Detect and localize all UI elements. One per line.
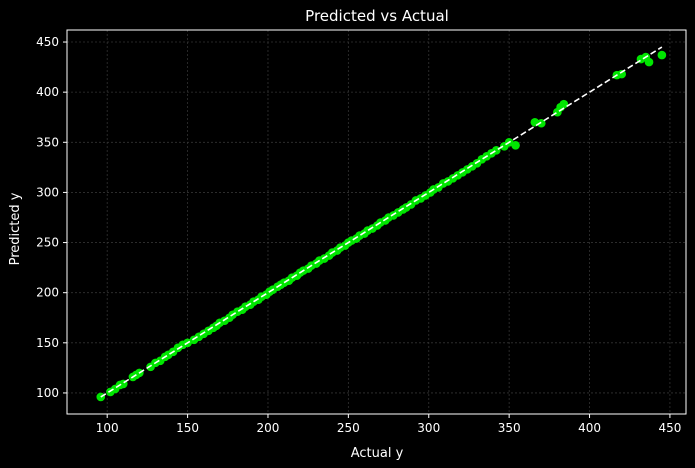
reference-line [100, 46, 663, 398]
data-point [617, 69, 626, 79]
y-tick-label: 250 [36, 236, 59, 250]
x-tick-label: 400 [578, 421, 601, 435]
x-tick-label: 350 [498, 421, 521, 435]
y-tick-label: 450 [36, 35, 59, 49]
x-tick-label: 200 [257, 421, 280, 435]
y-tick-label: 150 [36, 336, 59, 350]
x-tick-label: 100 [96, 421, 119, 435]
data-point [96, 392, 106, 402]
y-tick-label: 400 [36, 85, 59, 99]
axes-frame [66, 29, 687, 415]
x-tick-label: 450 [658, 421, 681, 435]
data-point [511, 141, 520, 150]
data-point [657, 50, 667, 60]
x-tick-label: 250 [337, 421, 360, 435]
y-tick-label: 350 [36, 135, 59, 149]
data-point [536, 118, 546, 128]
data-point [644, 57, 654, 67]
y-tick-label: 100 [36, 386, 59, 400]
plot-area: 100 150 200 250 300 350 400 450 100 150 200 250 300 3… [36, 29, 687, 435]
y-axis-label: Predicted y [8, 192, 23, 265]
y-tick-label: 200 [36, 286, 59, 300]
x-tick-label: 300 [417, 421, 440, 435]
y-tick-label: 300 [36, 185, 59, 199]
chart-title: Predicted vs Actual [305, 7, 449, 25]
x-axis-label: Actual y [351, 446, 404, 461]
data-point [559, 99, 569, 109]
x-tick-label: 150 [176, 421, 199, 435]
